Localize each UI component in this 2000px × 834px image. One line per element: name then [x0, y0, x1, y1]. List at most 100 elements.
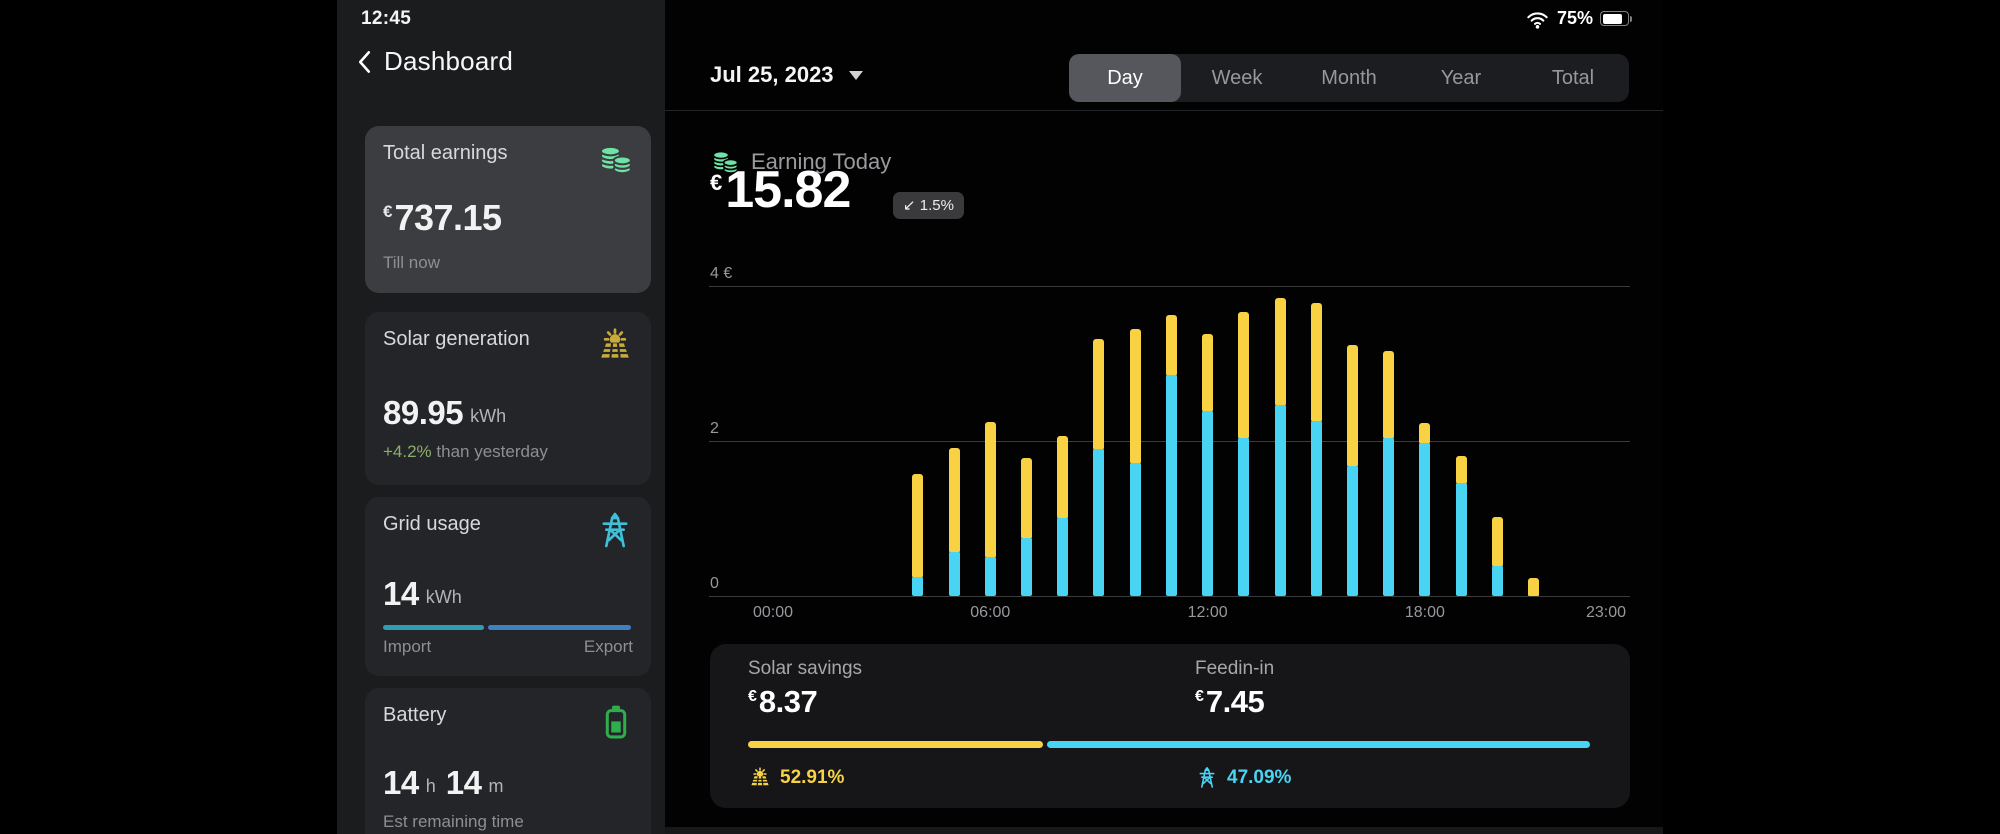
earning-today-value: € 15.82 — [710, 161, 851, 219]
solar-savings-segment — [1310, 303, 1322, 421]
total-earnings-value: € 737.15 — [383, 200, 502, 236]
solar-savings-segment — [912, 473, 924, 577]
feedin-value: € 7.45 — [1195, 686, 1265, 717]
solar-savings-segment — [1455, 455, 1467, 483]
chevron-left-icon[interactable] — [357, 49, 372, 75]
solar-savings-segment — [1129, 328, 1141, 463]
feedin-label: Feedin-in — [1195, 658, 1275, 679]
feedin-segment — [1093, 448, 1105, 596]
card-total-earnings[interactable]: Total earnings € 737.15 Till now — [365, 126, 651, 293]
x-axis-tick: 12:00 — [1187, 604, 1228, 621]
solar-generation-value: 89.95 kWh — [383, 396, 506, 429]
feedin-segment — [1202, 410, 1214, 596]
feedin-segment — [1383, 437, 1395, 596]
chart-bar-hour-8[interactable] — [1057, 436, 1069, 596]
solar-savings-percent: 52.91% — [780, 767, 845, 788]
status-icons: 75% — [1525, 6, 1633, 31]
x-axis-tick: 06:00 — [970, 604, 1011, 621]
battery-nub — [1629, 15, 1633, 22]
solar-savings-segment — [1202, 334, 1214, 411]
chart-bar-hour-18[interactable] — [1419, 423, 1431, 596]
import-export-labels: Import Export — [383, 637, 633, 657]
hours-number: 14 — [383, 764, 419, 801]
chart-bar-hour-16[interactable] — [1346, 344, 1358, 596]
solar-panel-icon — [751, 767, 769, 786]
currency-symbol: € — [383, 202, 393, 221]
value-unit: kWh — [470, 406, 507, 426]
chart-bar-hour-20[interactable] — [1491, 516, 1503, 596]
solar-savings-segment — [1274, 297, 1286, 406]
feedin-segment — [1021, 537, 1033, 596]
feedin-segment — [1455, 482, 1467, 596]
earning-today-label: Earning Today — [751, 148, 892, 174]
tab-total[interactable]: Total — [1551, 66, 1595, 89]
tab-day[interactable]: Day — [1069, 54, 1181, 102]
card-subtitle: +4.2% than yesterday — [383, 442, 548, 462]
battery-icon — [605, 705, 627, 739]
value-number: 8.37 — [758, 684, 818, 719]
solar-savings-segment — [1346, 344, 1358, 466]
chart-bar-hour-21[interactable] — [1528, 578, 1540, 596]
chart-bar-hour-15[interactable] — [1310, 303, 1322, 596]
main-panel: Jul 25, 2023 Day Week Month Year Total Earni… — [665, 0, 1663, 834]
tab-year[interactable]: Year — [1440, 66, 1482, 89]
solar-savings-segment — [1057, 436, 1069, 518]
x-axis-tick: 18:00 — [1404, 604, 1445, 621]
chart-bar-hour-9[interactable] — [1093, 339, 1105, 596]
x-axis-tick: 23:00 — [1585, 604, 1627, 621]
battery-fill — [1602, 13, 1622, 24]
card-solar-generation[interactable]: Solar generation — [365, 312, 651, 485]
chart-bar-hour-4[interactable] — [912, 473, 924, 596]
chart-bar-hour-17[interactable] — [1383, 351, 1395, 596]
solar-savings-label: Solar savings — [748, 658, 863, 679]
date-picker[interactable]: Jul 25, 2023 — [710, 62, 863, 88]
chart-bar-hour-13[interactable] — [1238, 311, 1250, 596]
chart-bar-hour-7[interactable] — [1021, 458, 1033, 596]
chart-bar-hour-12[interactable] — [1202, 334, 1214, 596]
card-subtitle: Till now — [383, 253, 440, 272]
tab-week[interactable]: Week — [1211, 66, 1263, 89]
chart-bar-hour-10[interactable] — [1129, 328, 1141, 596]
feedin-segment — [1057, 517, 1069, 596]
feedin-segment — [1165, 375, 1177, 596]
solar-savings-segment — [1165, 315, 1177, 376]
value-number: 737.15 — [394, 197, 502, 238]
chart-bar-hour-19[interactable] — [1455, 455, 1467, 596]
feedin-segment — [912, 576, 924, 596]
feedin-segment — [1274, 405, 1286, 596]
solar-savings-segment — [948, 447, 960, 552]
card-title: Battery — [383, 704, 447, 726]
caret-down-icon — [848, 70, 863, 80]
header-divider — [665, 110, 1663, 111]
value-number: 15.82 — [725, 161, 851, 219]
card-subtitle: Est remaining time — [383, 812, 524, 831]
chart-bar-hour-14[interactable] — [1274, 297, 1286, 596]
earning-header: Earning Today — [710, 146, 891, 177]
card-battery[interactable]: Battery 14 h 14 m Est remaining time — [365, 688, 651, 834]
battery-percent-label: 75% — [1557, 8, 1594, 28]
delta-percent: +4.2% — [383, 442, 432, 461]
solar-savings-segment — [1491, 516, 1503, 566]
feedin-segment — [1346, 465, 1358, 596]
time-range-tabs: Day Week Month Year Total — [1069, 54, 1629, 102]
card-grid-usage[interactable]: Grid usage 14 kWh — [365, 497, 651, 676]
solar-savings-percent-row: 52.91% — [748, 766, 844, 790]
date-label: Jul 25, 2023 — [710, 62, 834, 87]
power-tower-icon — [602, 512, 628, 548]
chart-bar-hour-11[interactable] — [1165, 315, 1177, 596]
feedin-segment — [1491, 565, 1503, 596]
grid-usage-value: 14 kWh — [383, 577, 462, 610]
chart-bar-hour-6[interactable] — [984, 422, 996, 596]
currency-symbol: € — [748, 688, 757, 705]
import-label: Import — [383, 637, 432, 656]
coins-icon — [712, 150, 739, 174]
currency-symbol: € — [710, 170, 723, 195]
feedin-segment — [948, 551, 960, 596]
export-label: Export — [583, 637, 633, 656]
tab-month[interactable]: Month — [1321, 66, 1377, 89]
solar-savings-segment — [1238, 311, 1250, 438]
battery-remaining-value: 14 h 14 m — [383, 766, 503, 799]
currency-symbol: € — [1195, 688, 1204, 705]
chart-bar-hour-5[interactable] — [948, 447, 960, 596]
